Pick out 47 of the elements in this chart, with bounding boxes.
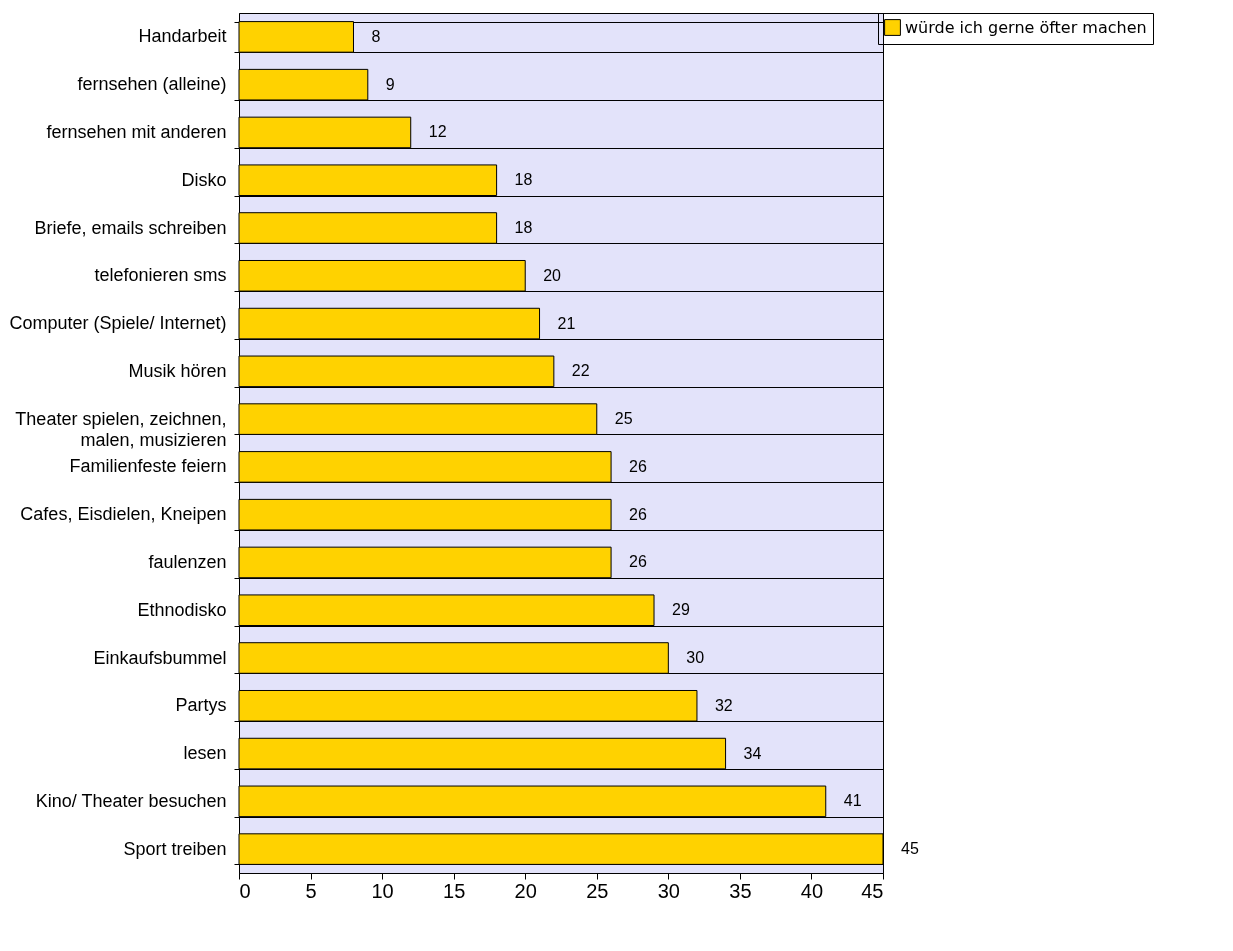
y-tick-label: Computer (Spiele/ Internet): [9, 313, 227, 334]
data-label: 22: [571, 362, 590, 380]
x-tick-label: 35: [729, 879, 752, 902]
x-tick-label: 30: [657, 879, 680, 902]
y-tick-label: Familienfeste feiern: [69, 456, 227, 477]
y-tick-label: lesen: [183, 743, 227, 764]
x-tick-label: 5: [305, 879, 317, 902]
x-tick-label: 20: [514, 879, 537, 902]
y-tick-label: Einkaufsbummel: [93, 647, 227, 668]
x-tick-label: 25: [586, 879, 609, 902]
y-tick-label: Handarbeit: [138, 26, 227, 47]
y-tick-label: telefonieren sms: [94, 265, 227, 286]
data-label: 29: [672, 601, 690, 619]
data-label: 34: [743, 744, 762, 762]
y-tick-label: Cafes, Eisdielen, Kneipen: [20, 504, 227, 525]
y-tick-label: Kino/ Theater besuchen: [35, 790, 227, 811]
y-tick-label: faulenzen: [148, 551, 227, 572]
data-label: 9: [385, 75, 395, 93]
data-label: 26: [629, 553, 647, 571]
data-label: 32: [714, 696, 733, 714]
y-tick-label: Ethnodisko: [137, 599, 227, 620]
data-label: 18: [514, 219, 533, 236]
y-tick-label: Theater spielen, zeichnen, malen, musizieren: [15, 408, 227, 450]
y-tick-label: Disko: [181, 169, 227, 190]
data-label: 25: [614, 410, 633, 428]
data-label: 45: [901, 840, 919, 858]
x-tick-label: 15: [443, 879, 466, 902]
data-label: 41: [843, 792, 862, 810]
data-label: 8: [371, 27, 381, 45]
y-tick-label: Partys: [175, 695, 227, 716]
y-tick-label: fernsehen mit anderen: [46, 121, 227, 142]
y-tick-label: Musik hören: [128, 360, 227, 381]
x-tick-label: 40: [800, 879, 824, 902]
data-label: 26: [629, 505, 647, 523]
data-label: 12: [428, 123, 447, 141]
y-tick-label: Sport treiben: [123, 838, 227, 859]
x-tick-label: 0: [239, 879, 251, 902]
data-label: 20: [543, 266, 562, 284]
data-label: 18: [514, 171, 533, 189]
y-tick-label: fernsehen (alleine): [77, 74, 227, 95]
data-label: 30: [686, 649, 705, 666]
data-label: 21: [557, 314, 576, 332]
legend-label: würde ich gerne öfter machen: [905, 17, 1147, 37]
x-tick-label: 10: [371, 879, 394, 902]
data-label: 26: [629, 457, 647, 475]
x-tick-label: 45: [861, 879, 884, 902]
y-tick-label: Briefe, emails schreiben: [34, 217, 227, 238]
